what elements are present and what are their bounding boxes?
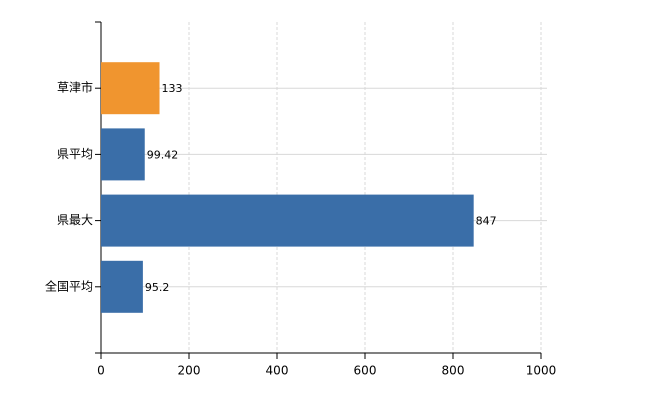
y-tick-label: 県最大 [57, 213, 93, 227]
x-tick-label: 200 [178, 364, 201, 378]
bar [101, 128, 145, 181]
bar [101, 194, 474, 247]
data-label: 133 [162, 82, 183, 95]
y-tick-label: 県平均 [57, 147, 93, 161]
data-label: 95.2 [145, 281, 170, 294]
x-tick-label: 1000 [526, 364, 557, 378]
y-tick-label: 全国平均 [45, 278, 93, 293]
bar [101, 260, 143, 313]
y-tick-label: 草津市 [57, 80, 93, 95]
x-tick-label: 0 [97, 364, 105, 378]
data-label: 99.42 [147, 148, 179, 161]
bar [101, 62, 160, 115]
x-tick-label: 400 [266, 364, 289, 378]
data-label: 847 [476, 215, 497, 228]
x-tick-label: 800 [442, 364, 465, 378]
x-tick-label: 600 [354, 364, 377, 378]
